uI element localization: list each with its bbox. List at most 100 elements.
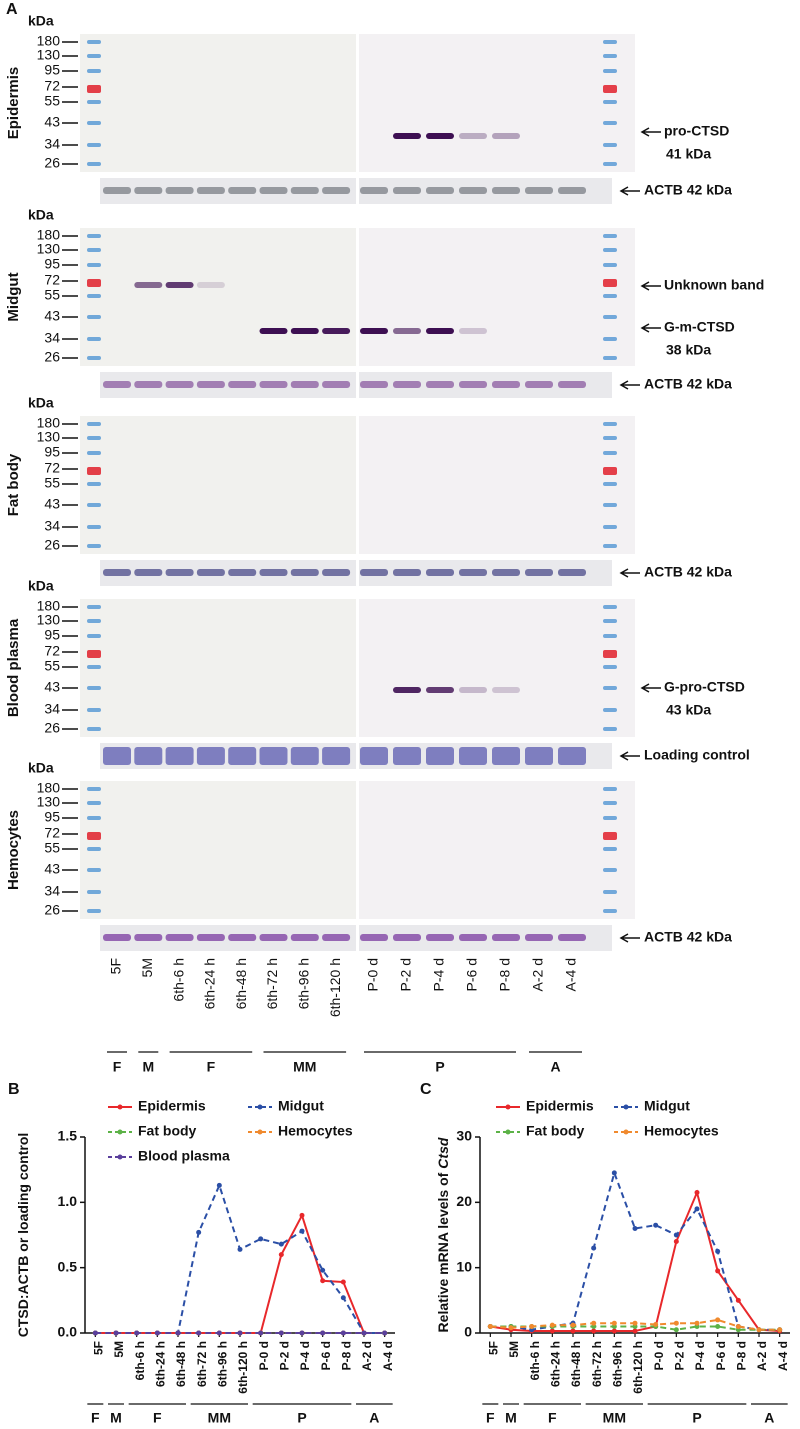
control-band xyxy=(134,187,163,194)
x-tick-label: 6th-6 h xyxy=(528,1341,542,1380)
marker-label: 55 xyxy=(44,287,60,303)
panel-label: C xyxy=(420,1081,432,1098)
blot xyxy=(359,416,635,554)
marker-label: 43 xyxy=(44,861,60,877)
data-point xyxy=(258,1330,264,1336)
band xyxy=(165,282,194,288)
y-axis-title: CTSD:ACTB or loading control xyxy=(15,1133,31,1338)
legend-label: Midgut xyxy=(278,1098,324,1114)
group-label: MM xyxy=(603,1410,626,1426)
lane-label: P-2 d xyxy=(398,958,414,991)
y-tick-label: 1.5 xyxy=(58,1128,78,1144)
marker-label: 34 xyxy=(44,136,60,152)
tissue-label: Hemocytes xyxy=(5,810,22,890)
ladder-band xyxy=(603,162,617,166)
ladder-band xyxy=(603,787,617,791)
band xyxy=(459,328,487,334)
band-annotation: pro-CTSD xyxy=(664,123,729,139)
ladder-band xyxy=(87,634,101,638)
marker-label: 130 xyxy=(37,612,61,628)
ladder-band xyxy=(603,482,617,486)
data-point xyxy=(196,1229,202,1235)
legend-label: Fat body xyxy=(138,1123,197,1139)
lane-label: 6th-6 h xyxy=(170,958,186,1002)
marker-label: 95 xyxy=(44,627,60,643)
legend-marker xyxy=(117,1104,123,1110)
lane-label: P-4 d xyxy=(431,958,447,991)
band xyxy=(322,328,351,334)
band xyxy=(393,687,421,693)
arrow xyxy=(640,683,661,693)
ladder-band xyxy=(87,525,101,529)
ladder-band xyxy=(603,665,617,669)
y-tick-label: 1.0 xyxy=(58,1193,78,1209)
y-tick-label: 30 xyxy=(456,1128,472,1144)
blot xyxy=(359,34,635,172)
control-band xyxy=(492,569,520,576)
band xyxy=(426,687,454,693)
ladder-band xyxy=(603,143,617,147)
x-tick-label: 5M xyxy=(507,1341,521,1358)
data-point xyxy=(591,1328,597,1334)
marker-label: 180 xyxy=(37,780,61,796)
arrow xyxy=(640,127,661,137)
group-label: F xyxy=(548,1410,557,1426)
data-point xyxy=(487,1323,493,1329)
data-point xyxy=(591,1245,597,1251)
ladder-band xyxy=(87,909,101,913)
ladder-band xyxy=(87,263,101,267)
series-line xyxy=(95,1212,385,1334)
data-point xyxy=(508,1325,514,1331)
data-point xyxy=(320,1278,326,1284)
ladder-band xyxy=(87,868,101,872)
band xyxy=(459,133,487,139)
control-band xyxy=(290,569,319,576)
ladder-band xyxy=(603,544,617,548)
data-point xyxy=(653,1322,659,1328)
marker-label: 95 xyxy=(44,62,60,78)
marker-label: 34 xyxy=(44,883,60,899)
group-label: MM xyxy=(208,1410,231,1426)
data-point xyxy=(632,1328,638,1334)
data-point xyxy=(278,1330,284,1336)
ladder-band xyxy=(603,890,617,894)
ladder-band xyxy=(603,467,617,475)
data-point xyxy=(340,1295,346,1301)
data-point xyxy=(216,1330,222,1336)
control-band xyxy=(165,569,194,576)
control-label: ACTB 42 kDa xyxy=(644,376,732,392)
control-band xyxy=(196,187,225,194)
legend-label: Fat body xyxy=(526,1123,585,1139)
data-point xyxy=(694,1190,700,1196)
marker-label: 95 xyxy=(44,809,60,825)
arrow xyxy=(640,281,661,291)
ladder-band xyxy=(603,909,617,913)
blot xyxy=(80,781,356,919)
ladder-band xyxy=(87,279,101,287)
data-point xyxy=(175,1330,181,1336)
control-band xyxy=(134,747,163,765)
control-band xyxy=(228,934,257,941)
tissue-label: Epidermis xyxy=(5,67,22,140)
ladder-band xyxy=(603,40,617,44)
x-tick-label: 5F xyxy=(92,1341,106,1355)
control-band xyxy=(259,381,288,388)
band xyxy=(492,133,520,139)
ladder-band xyxy=(603,85,617,93)
band xyxy=(426,328,454,334)
control-band xyxy=(360,934,388,941)
control-band xyxy=(393,747,421,765)
data-point xyxy=(632,1320,638,1326)
control-band xyxy=(322,934,351,941)
data-point xyxy=(237,1246,243,1252)
marker-label: 26 xyxy=(44,902,60,918)
ladder-band xyxy=(603,436,617,440)
marker-label: 55 xyxy=(44,93,60,109)
band xyxy=(459,687,487,693)
control-band xyxy=(558,934,586,941)
ladder-band xyxy=(87,54,101,58)
marker-label: 26 xyxy=(44,537,60,553)
band-annotation: 41 kDa xyxy=(666,146,711,162)
group-label: A xyxy=(550,1059,560,1075)
arrow xyxy=(640,323,661,333)
